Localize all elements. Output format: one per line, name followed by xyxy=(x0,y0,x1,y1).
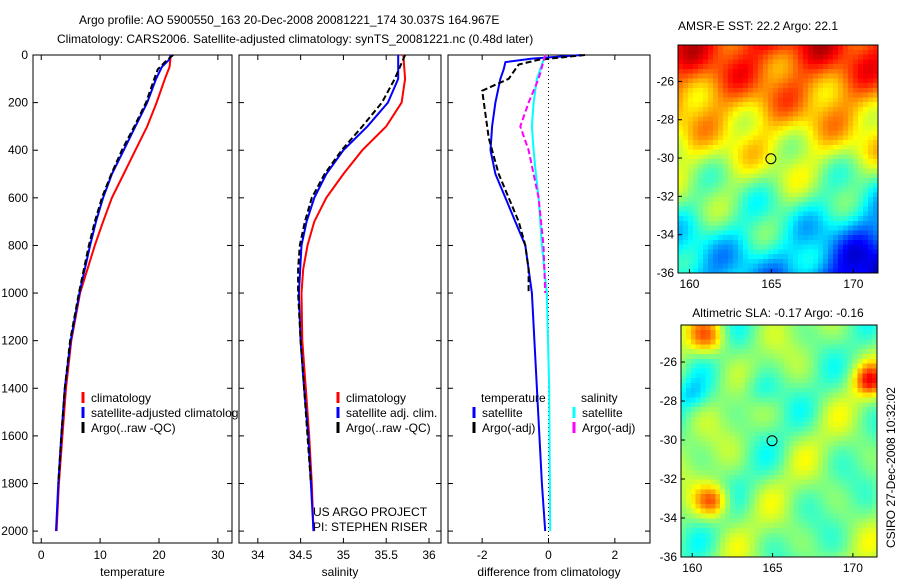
y-tick-label: 1400 xyxy=(1,381,28,395)
title-line2: Climatology: CARS2006. Satellite-adjuste… xyxy=(57,32,533,46)
y-tick-label: 1000 xyxy=(1,286,28,300)
panel-0-frame xyxy=(32,54,233,544)
legend-label: satellite xyxy=(582,406,623,420)
legend-label: Argo(-adj) xyxy=(482,421,535,435)
map-y-tick-label: -36 xyxy=(660,550,678,564)
map-y-tick-label: -26 xyxy=(657,74,675,88)
x-tick-label: 30 xyxy=(211,548,225,562)
x-tick-label: 20 xyxy=(152,548,166,562)
series-climatology xyxy=(55,54,172,532)
series-satellite-adjusted-climatology xyxy=(55,54,172,532)
x-tick-label: 0 xyxy=(38,548,45,562)
series-salinity-satellite xyxy=(530,54,552,532)
y-tick-label: 2000 xyxy=(1,524,28,538)
argo-location-marker xyxy=(765,153,777,165)
map-x-tick-label: 165 xyxy=(763,561,783,575)
x-tick-label: 34.5 xyxy=(289,548,313,562)
series-argo-raw-qc- xyxy=(57,54,174,484)
y-tick-label: 1200 xyxy=(1,334,28,348)
map-y-tick-label: -30 xyxy=(660,433,678,447)
map-y-tick-label: -34 xyxy=(660,511,678,525)
x-tick-label: 34 xyxy=(251,548,265,562)
project-label: US ARGO PROJECT xyxy=(313,505,428,519)
legend-label: satellite adj. clim. xyxy=(346,406,437,420)
series-temperature-argo-adj- xyxy=(481,54,586,293)
y-tick-label: 800 xyxy=(8,238,28,252)
pi-label: PI: STEPHEN RISER xyxy=(313,520,428,534)
map-y-tick-label: -32 xyxy=(657,189,675,203)
legend-label: satellite-adjusted climatolog xyxy=(91,406,238,420)
x-tick-label: 35.5 xyxy=(375,548,399,562)
map-y-tick-label: -34 xyxy=(657,228,675,242)
x-tick-label: -2 xyxy=(477,548,488,562)
title-line1: Argo profile: AO 5900550_163 20-Dec-2008… xyxy=(79,13,499,27)
y-tick-label: 600 xyxy=(8,191,28,205)
series-satellite-adj-clim- xyxy=(297,55,400,532)
x-tick-label: 36 xyxy=(422,548,436,562)
x-axis-label: temperature xyxy=(100,565,165,579)
y-tick-label: 1800 xyxy=(1,476,28,490)
legend-label: Argo(-adj) xyxy=(582,421,635,435)
map-y-tick-label: -32 xyxy=(660,472,678,486)
map-y-tick-label: -26 xyxy=(660,355,678,369)
legend-label: Argo(..raw -QC) xyxy=(346,421,431,435)
x-axis-label: salinity xyxy=(322,565,359,579)
y-tick-label: 1600 xyxy=(1,429,28,443)
map-y-tick-label: -30 xyxy=(657,151,675,165)
x-axis-label: difference from climatology xyxy=(477,565,620,579)
series-climatology xyxy=(300,54,407,532)
x-tick-label: 2 xyxy=(611,548,618,562)
legend-label: satellite xyxy=(482,406,523,420)
map-1-frame xyxy=(680,324,878,558)
map-y-tick-label: -36 xyxy=(657,266,675,280)
series-temperature-satellite xyxy=(489,54,582,532)
map-y-tick-label: -28 xyxy=(657,113,675,127)
x-tick-label: 0 xyxy=(545,548,552,562)
x-tick-label: 10 xyxy=(93,548,107,562)
map-x-tick-label: 160 xyxy=(682,561,702,575)
map-x-tick-label: 165 xyxy=(761,277,781,291)
map-x-tick-label: 170 xyxy=(843,277,863,291)
map-x-tick-label: 170 xyxy=(843,561,863,575)
map-0-frame xyxy=(677,44,879,274)
x-tick-label: 35 xyxy=(337,548,351,562)
legend-title-salinity: salinity xyxy=(581,391,618,405)
legend-label: climatology xyxy=(91,391,151,405)
map-x-tick-label: 160 xyxy=(679,277,699,291)
legend-label: climatology xyxy=(346,391,406,405)
sst-map xyxy=(678,45,878,273)
panel-1-frame xyxy=(238,54,442,544)
sst-map-title: AMSR-E SST: 22.2 Argo: 22.1 xyxy=(678,19,838,33)
series-argo-raw-qc- xyxy=(297,54,407,484)
y-tick-label: 200 xyxy=(8,96,28,110)
map-y-tick-label: -28 xyxy=(660,394,678,408)
sla-map xyxy=(681,325,877,557)
y-tick-label: 0 xyxy=(21,48,28,62)
y-tick-label: 400 xyxy=(8,143,28,157)
credit-label: CSIRO 27-Dec-2008 10:32:02 xyxy=(884,387,898,548)
sla-map-title: Altimetric SLA: -0.17 Argo: -0.16 xyxy=(692,306,864,320)
series-salinity-argo-adj- xyxy=(519,54,547,294)
argo-location-marker xyxy=(766,435,778,447)
legend-label: Argo(..raw -QC) xyxy=(91,421,176,435)
legend-title-temperature: temperature xyxy=(481,391,546,405)
